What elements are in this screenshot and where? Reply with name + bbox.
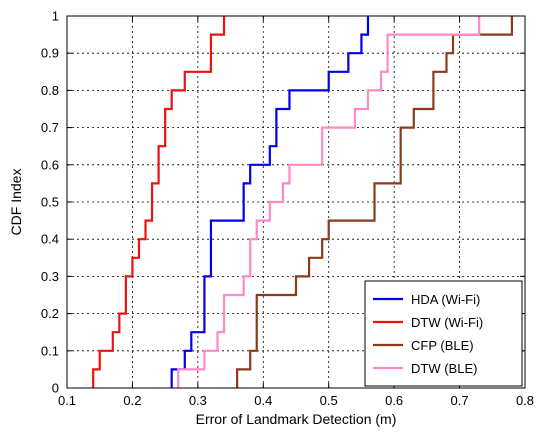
y-tick-label: 0 [52, 381, 59, 396]
y-axis-label: CDF Index [8, 169, 24, 236]
x-tick-label: 0.7 [451, 393, 469, 408]
x-tick-label: 0.2 [123, 393, 141, 408]
y-tick-label: 0.2 [41, 306, 59, 321]
series-line-1 [92, 16, 226, 388]
series-line-3 [177, 16, 481, 388]
x-axis-label: Error of Landmark Detection (m) [196, 411, 397, 427]
series-line-0 [170, 16, 370, 388]
x-tick-label: 0.1 [58, 393, 76, 408]
y-tick-label: 0.3 [41, 269, 59, 284]
series-lines [92, 16, 514, 388]
legend-entry: DTW (BLE) [411, 361, 477, 376]
x-tick-label: 0.4 [254, 393, 272, 408]
legend-entry: HDA (Wi-Fi) [411, 292, 480, 307]
axis-ticks: 0.1 0.2 0.3 0.4 0.5 0.6 0.7 0.800.10.20.30.40.5… [41, 9, 534, 409]
y-tick-label: 0.8 [41, 83, 59, 98]
y-tick-label: 1 [52, 9, 59, 24]
legend: HDA (Wi-Fi) DTW (Wi-Fi) CFP (BLE) DTW (BLE) [364, 280, 523, 387]
x-tick-label: 0.3 [189, 393, 207, 408]
y-tick-label: 0.5 [41, 195, 59, 210]
y-tick-label: 0.6 [41, 157, 59, 172]
y-tick-label: 0.9 [41, 46, 59, 61]
y-tick-label: 0.1 [41, 343, 59, 358]
series-line-2 [236, 16, 514, 388]
x-tick-label: 0.5 [320, 393, 338, 408]
y-tick-label: 0.4 [41, 232, 59, 247]
x-tick-label: 0.6 [385, 393, 403, 408]
y-tick-label: 0.7 [41, 120, 59, 135]
x-tick-label: 0.8 [516, 393, 534, 408]
legend-entry: CFP (BLE) [411, 338, 474, 353]
legend-entry: DTW (Wi-Fi) [411, 315, 483, 330]
